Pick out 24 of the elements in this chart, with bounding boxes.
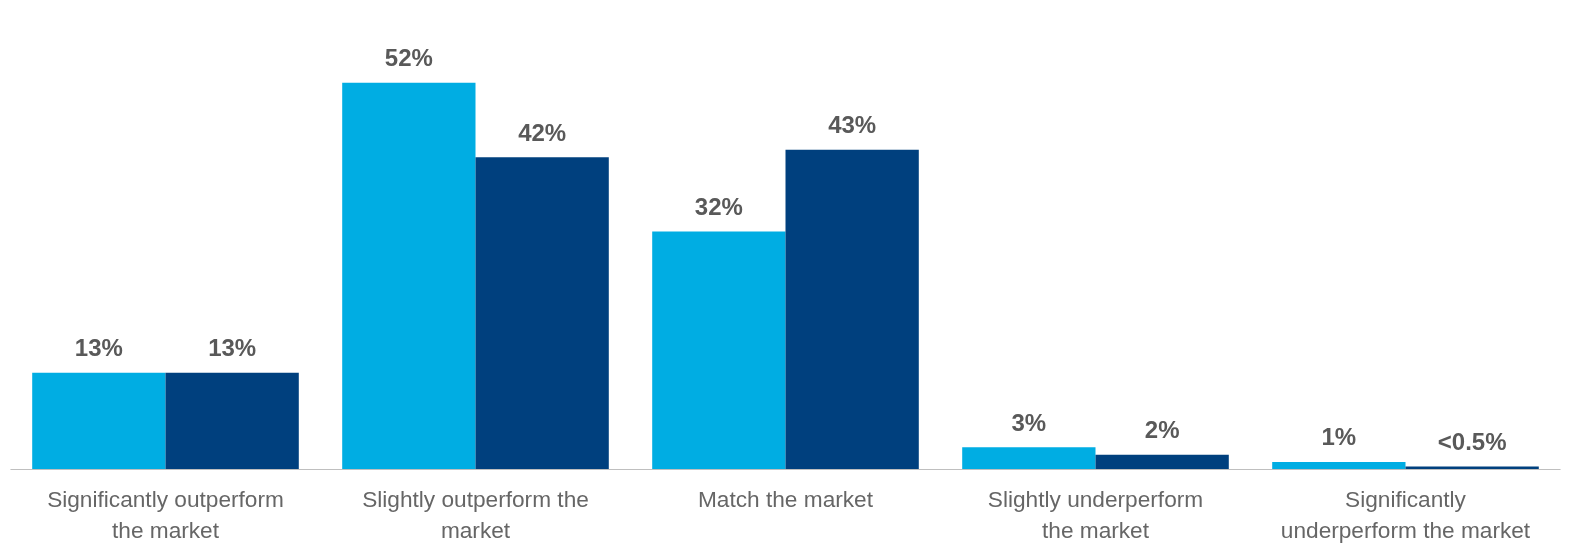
data-label: 32% — [694, 192, 743, 220]
bar — [962, 447, 1096, 470]
data-label: 2% — [1144, 416, 1180, 444]
bar — [165, 372, 299, 470]
x-tick-label: Slightly underperform the market — [987, 485, 1204, 543]
x-tick-label: Slightly outperform the market — [362, 485, 589, 543]
x-tick-label: Significantly underperform the market — [1280, 485, 1531, 543]
bar — [1272, 462, 1406, 470]
bar — [785, 149, 919, 470]
data-label: 13% — [74, 334, 123, 362]
data-label: <0.5% — [1437, 427, 1507, 455]
bar — [32, 372, 166, 470]
x-tick-label: Significantly outperform the market — [47, 485, 284, 543]
bar — [1095, 454, 1229, 470]
bar — [652, 231, 786, 470]
data-label: 1% — [1321, 423, 1357, 451]
x-tick-label: Match the market — [697, 485, 874, 512]
data-label: 13% — [208, 334, 257, 362]
bar — [475, 157, 609, 470]
data-label: 3% — [1011, 408, 1047, 436]
data-label: 52% — [384, 44, 433, 72]
data-label: 42% — [518, 118, 567, 146]
data-label: 43% — [828, 111, 877, 139]
bar — [342, 82, 476, 470]
